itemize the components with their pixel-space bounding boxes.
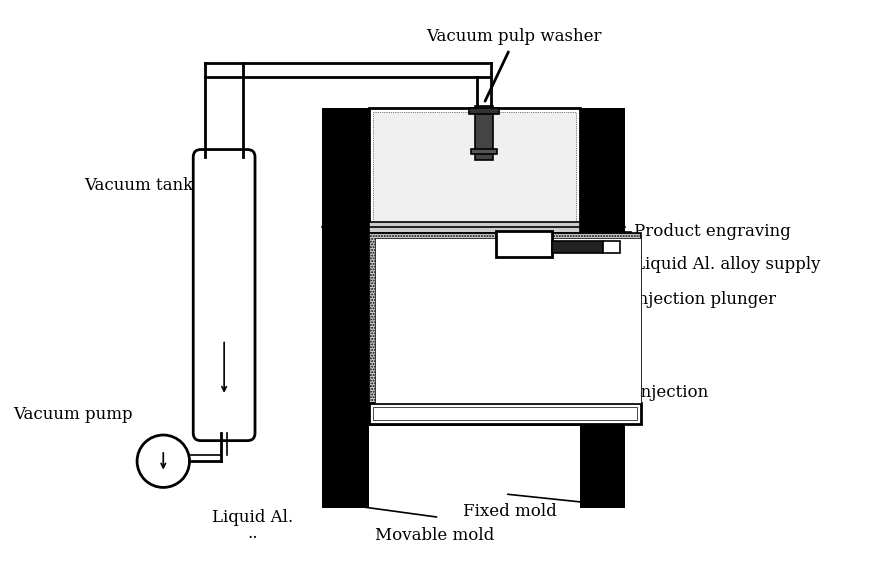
- Bar: [475, 106, 494, 160]
- Bar: [369, 108, 580, 424]
- Bar: [369, 403, 641, 424]
- Bar: [580, 108, 625, 508]
- Bar: [495, 231, 552, 257]
- Text: Fixed mold: Fixed mold: [462, 503, 557, 520]
- Text: Injection: Injection: [634, 384, 708, 401]
- Bar: [375, 239, 641, 403]
- Bar: [369, 221, 580, 233]
- Text: Vacuum tank: Vacuum tank: [84, 177, 193, 194]
- Bar: [470, 149, 497, 154]
- Bar: [552, 242, 603, 253]
- Text: Product engraving: Product engraving: [634, 224, 791, 240]
- Text: Vacuum pulp washer: Vacuum pulp washer: [427, 28, 602, 45]
- Bar: [323, 108, 369, 508]
- Text: Liquid Al. alloy supply: Liquid Al. alloy supply: [634, 256, 821, 273]
- Bar: [469, 108, 499, 114]
- Text: Movable mold: Movable mold: [375, 527, 495, 544]
- Text: Liquid Al.: Liquid Al.: [212, 509, 293, 526]
- Text: Vacuum pump: Vacuum pump: [12, 406, 133, 423]
- Bar: [373, 112, 576, 420]
- Text: ..: ..: [247, 525, 257, 542]
- Bar: [369, 233, 641, 418]
- Text: Injection plunger: Injection plunger: [632, 291, 776, 308]
- Bar: [373, 407, 637, 420]
- Bar: [603, 242, 620, 253]
